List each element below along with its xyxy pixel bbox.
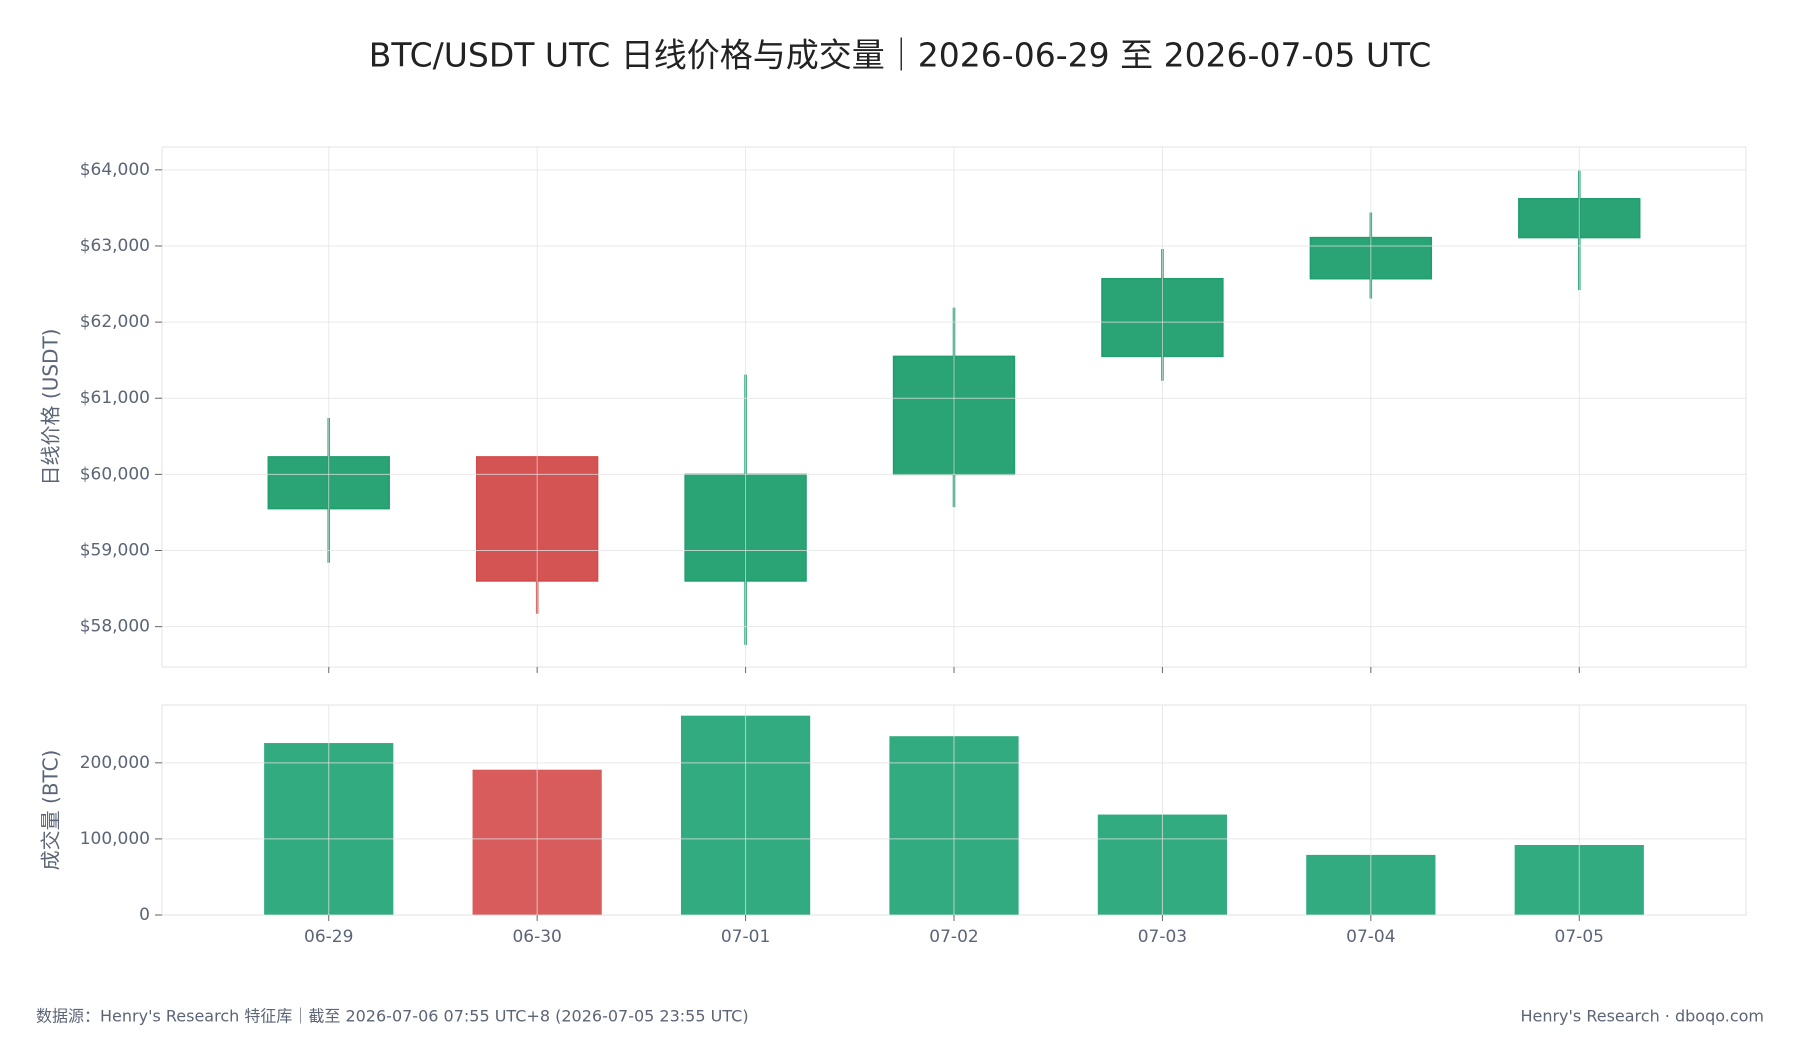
y-axis-title: 成交量 (BTC) bbox=[39, 750, 63, 871]
x-tick-label: 07-05 bbox=[1555, 927, 1604, 947]
y-tick-label: 0 bbox=[139, 905, 150, 925]
x-tick-label: 07-01 bbox=[721, 927, 770, 947]
chart-title: BTC/USDT UTC 日线价格与成交量｜2026-06-29 至 2026-… bbox=[369, 36, 1432, 75]
y-tick-label: $62,000 bbox=[80, 312, 150, 332]
y-tick-label: $63,000 bbox=[80, 236, 150, 256]
y-axis-title: 日线价格 (USDT) bbox=[39, 329, 63, 486]
x-tick-label: 06-29 bbox=[304, 927, 353, 947]
y-tick-label: 100,000 bbox=[80, 829, 150, 849]
footer-brand: Henry's Research · dboqo.com bbox=[1520, 1007, 1764, 1026]
y-tick-label: $64,000 bbox=[80, 160, 150, 180]
y-tick-label: $61,000 bbox=[80, 388, 150, 408]
x-tick-label: 07-04 bbox=[1346, 927, 1395, 947]
x-tick-label: 06-30 bbox=[512, 927, 561, 947]
x-tick-label: 07-02 bbox=[929, 927, 978, 947]
y-tick-label: $59,000 bbox=[80, 541, 150, 561]
y-tick-label: 200,000 bbox=[80, 753, 150, 773]
y-tick-label: $58,000 bbox=[80, 617, 150, 637]
x-tick-label: 07-03 bbox=[1138, 927, 1187, 947]
footer-source: 数据源：Henry's Research 特征库｜截至 2026-07-06 0… bbox=[36, 1007, 749, 1026]
y-tick-label: $60,000 bbox=[80, 464, 150, 484]
